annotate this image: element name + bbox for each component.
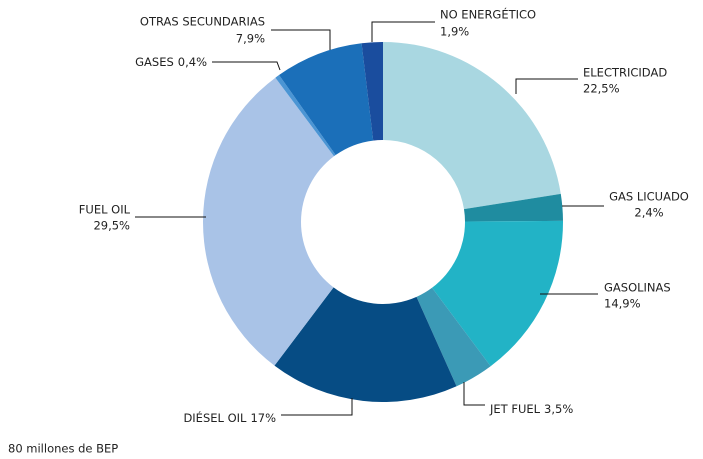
donut-segment — [275, 75, 336, 157]
donut-segment — [274, 287, 457, 402]
leader-line — [515, 78, 578, 94]
leader-line — [212, 61, 281, 71]
label: GASES 0,4% — [135, 55, 207, 69]
value-label: 3,5% — [544, 402, 573, 416]
category-label: JET FUEL — [489, 402, 541, 416]
donut-segment — [383, 42, 561, 210]
category-label: DIÉSEL OIL — [183, 410, 247, 425]
donut-segment — [361, 42, 383, 141]
value-label: 29,5% — [93, 219, 130, 233]
category-label: GAS LICUADO — [609, 190, 689, 204]
value-label: 14,9% — [604, 297, 641, 311]
value-label: 1,9% — [440, 25, 469, 39]
value-label: 17% — [250, 411, 276, 425]
label: JET FUEL 3,5% — [489, 402, 573, 416]
value-label: 22,5% — [583, 82, 620, 96]
value-label: 7,9% — [236, 32, 265, 46]
category-label: ELECTRICIDAD — [583, 66, 667, 80]
donut-segment — [432, 220, 564, 367]
donut-segment — [279, 43, 374, 156]
note: 80 millones de BEP — [8, 442, 118, 456]
category-label: FUEL OIL — [79, 203, 131, 217]
donut-segment — [203, 77, 334, 366]
leader-line — [371, 21, 435, 42]
donut-segment — [416, 287, 491, 387]
label: DIÉSEL OIL 17% — [183, 410, 276, 425]
category-label: NO ENERGÉTICO — [440, 7, 536, 22]
value-label: 0,4% — [178, 55, 207, 69]
category-label: GASOLINAS — [604, 281, 671, 295]
donut-segment — [463, 193, 563, 222]
leader-line — [271, 29, 331, 50]
category-label: OTRAS SECUNDARIAS — [140, 15, 265, 29]
value-label: 2,4% — [634, 206, 663, 220]
leader-line — [281, 398, 353, 416]
leader-line — [463, 382, 485, 406]
category-label: GASES — [135, 55, 174, 69]
